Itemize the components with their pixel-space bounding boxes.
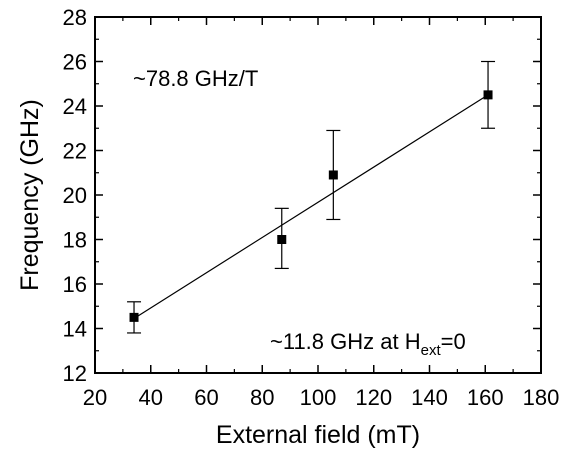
y-tick-label: 16: [63, 272, 87, 297]
data-points: [129, 90, 493, 322]
x-tick-label: 140: [411, 385, 448, 410]
axis-ticks: [94, 16, 542, 374]
x-tick-label: 40: [139, 385, 163, 410]
data-point: [277, 235, 287, 244]
error-bars: [127, 60, 496, 334]
y-tick-label: 20: [63, 183, 87, 208]
data-point: [328, 170, 338, 180]
x-tick-label: 180: [523, 385, 560, 410]
x-tick-label: 100: [300, 385, 337, 410]
x-axis-label: External field (mT): [216, 421, 420, 449]
y-axis-label: Frequency (GHz): [16, 99, 44, 291]
y-tick-label: 18: [63, 228, 87, 253]
x-tick-label: 80: [250, 385, 274, 410]
y-tick-label: 24: [63, 94, 87, 119]
y-tick-labels: 12 14 16 18 20 22 24 26 28: [63, 5, 87, 386]
data-point: [483, 90, 493, 100]
data-point: [129, 312, 139, 322]
y-tick-label: 22: [63, 139, 87, 164]
intercept-annotation-main: ~11.8 GHz at H: [270, 329, 421, 354]
x-tick-label: 60: [194, 385, 218, 410]
y-tick-label: 28: [63, 5, 87, 30]
x-tick-label: 160: [467, 385, 504, 410]
y-tick-label: 26: [63, 50, 87, 75]
intercept-annotation-sub: ext: [421, 342, 442, 359]
intercept-annotation: ~11.8 GHz at Hext=0: [270, 329, 466, 359]
y-tick-label: 12: [63, 361, 87, 386]
x-tick-label: 120: [355, 385, 392, 410]
x-tick-labels: 20 40 60 80 100 120 140 160 180: [83, 385, 560, 410]
y-tick-label: 14: [63, 317, 87, 342]
slope-annotation: ~78.8 GHz/T: [133, 66, 258, 91]
intercept-annotation-tail: =0: [441, 329, 466, 354]
fit-line: [133, 94, 489, 319]
x-tick-label: 20: [83, 385, 107, 410]
